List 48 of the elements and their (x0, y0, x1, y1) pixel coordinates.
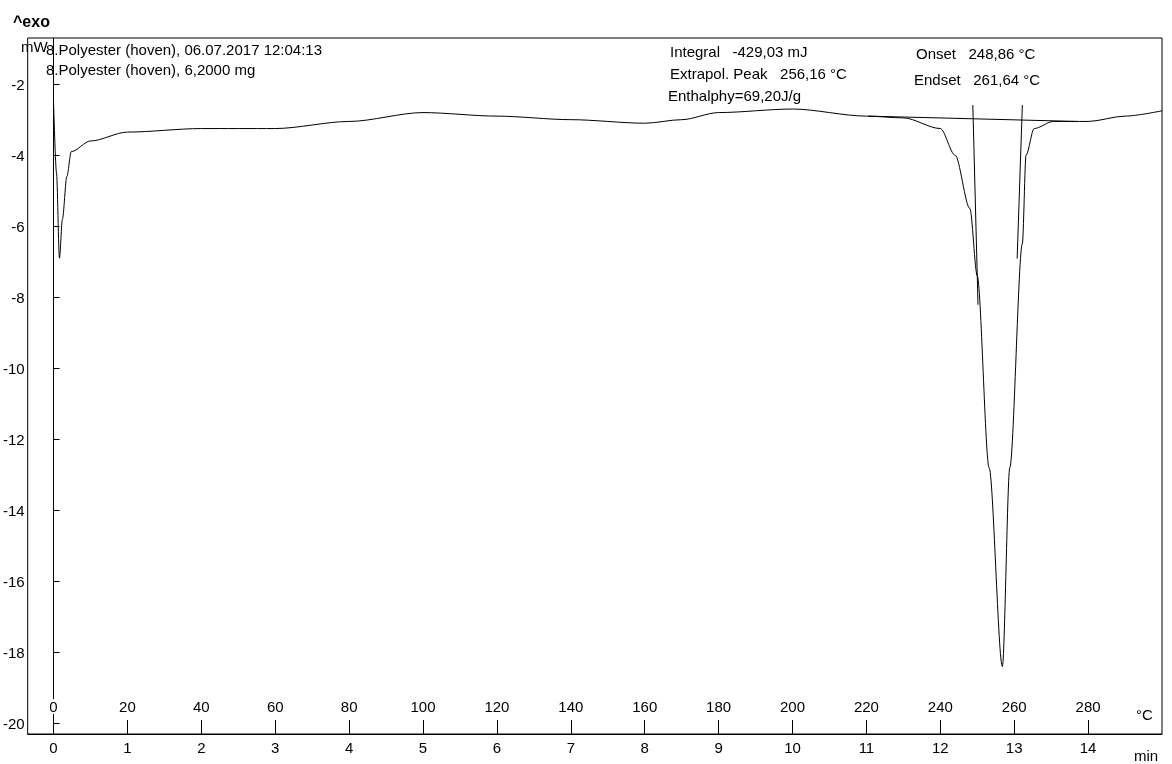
x2-tick-label: 240 (927, 698, 953, 715)
x-tick-label: 2 (197, 739, 206, 756)
y-tick-label: -20 (2, 714, 25, 732)
x-tick-label: 14 (1079, 739, 1097, 756)
y-tick-label: -14 (2, 501, 25, 519)
x2-tick-label: 220 (853, 698, 879, 715)
y-tick-label: -4 (11, 146, 25, 164)
x2-axis-title: °C (1136, 706, 1153, 723)
x2-tick-label: 120 (484, 698, 510, 715)
x2-tick-label: 160 (632, 698, 658, 715)
x-tick-label: 13 (1005, 739, 1023, 756)
x2-tick-label: 0 (49, 698, 58, 715)
y-tick-label: -12 (2, 430, 25, 448)
x2-tick-label: 280 (1075, 698, 1101, 715)
annotation: Integral -429,03 mJ (670, 43, 808, 60)
x2-tick-label: 260 (1001, 698, 1027, 715)
x-tick-label: 4 (344, 739, 354, 756)
y-tick-label: -6 (11, 217, 25, 235)
annotation: Extrapol. Peak 256,16 °C (670, 65, 848, 82)
x2-tick-label: 20 (119, 698, 136, 715)
y-tick-label: -16 (2, 572, 25, 590)
y-tick-label: -2 (11, 75, 25, 93)
x2-tick-label: 40 (192, 698, 210, 715)
x-tick-label: 12 (931, 739, 949, 756)
x2-tick-label: 80 (340, 698, 358, 715)
x-tick-label: 7 (566, 739, 575, 756)
x-tick-label: 0 (49, 739, 58, 756)
x-tick-label: 5 (418, 739, 428, 756)
x2-tick-label: 200 (780, 698, 806, 715)
x-tick-label: 1 (123, 739, 132, 756)
x-axis-title: min (1134, 747, 1159, 764)
annotation: Enthalphy=69,20J/g (668, 87, 802, 104)
x2-tick-label: 180 (706, 698, 732, 715)
annotation: Onset 248,86 °C (916, 45, 1036, 62)
y-tick-label: -18 (2, 643, 25, 661)
chart-title: ^exo (13, 12, 51, 30)
x-tick-label: 10 (784, 739, 801, 756)
x-tick-label: 6 (492, 739, 502, 756)
y-tick-label: -8 (11, 288, 25, 306)
x2-tick-label: 140 (558, 698, 584, 715)
x2-tick-label: 60 (266, 698, 284, 715)
y-tick-label: -10 (2, 359, 25, 377)
x-tick-label: 3 (271, 739, 280, 756)
x2-tick-label: 100 (410, 698, 436, 715)
x-tick-label: 9 (714, 739, 723, 756)
x-tick-label: 11 (858, 739, 875, 756)
x-tick-label: 8 (640, 739, 649, 756)
annotation: Endset 261,64 °C (914, 71, 1041, 88)
